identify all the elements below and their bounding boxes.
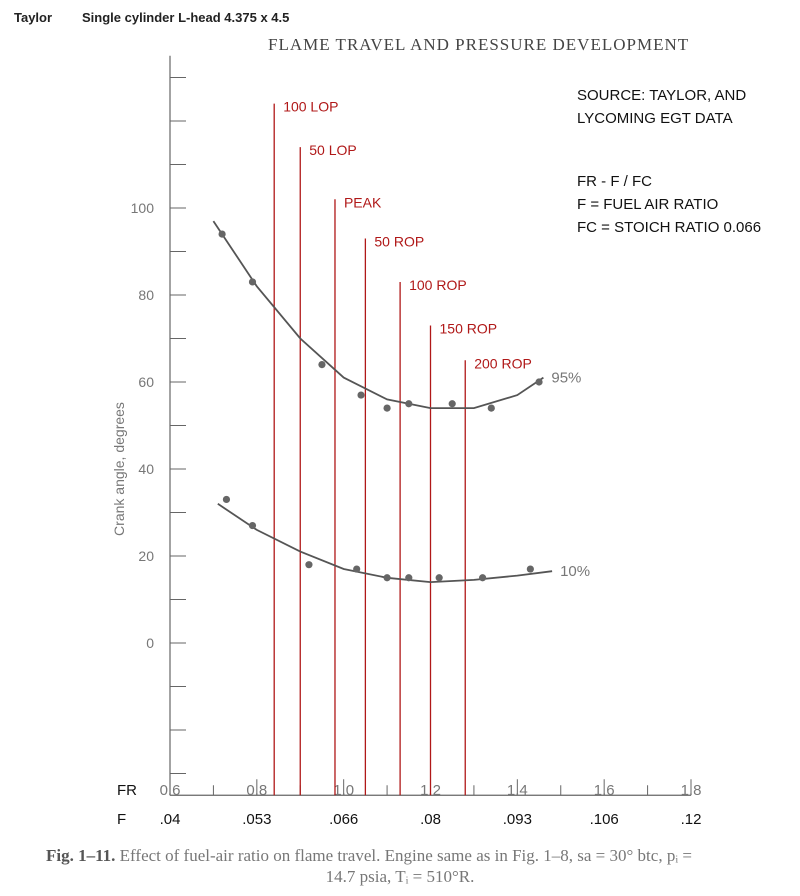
data-point — [383, 404, 391, 412]
data-point — [383, 574, 391, 582]
reference-line-label: 50 ROP — [374, 233, 424, 249]
x-row-label-fr: FR — [117, 782, 137, 799]
y-tick-label: 40 — [138, 461, 154, 477]
series-curve — [212, 220, 544, 409]
data-point — [448, 400, 456, 408]
x-tick-label-f: .12 — [681, 811, 702, 828]
header-author: Taylor — [14, 10, 53, 25]
series-curve — [217, 503, 553, 584]
x-tick-label-f: .106 — [590, 811, 619, 828]
chart-plot: 0 20 40 60 80 100 Crank angle, degrees FR 0.6 0.8… — [111, 55, 702, 828]
reference-line-label: 150 ROP — [440, 320, 498, 336]
series-label: 95% — [551, 370, 581, 387]
series-label: 10% — [560, 563, 590, 580]
definition-fr: FR - F / FC — [577, 173, 652, 190]
source-note-line1: SOURCE: TAYLOR, AND — [577, 87, 747, 104]
x-tick-label-f: .093 — [503, 811, 532, 828]
caption-text: Effect of fuel-air ratio on flame travel… — [115, 846, 692, 865]
reference-line-label: 50 LOP — [309, 142, 356, 158]
data-point — [479, 574, 487, 582]
data-point — [248, 521, 257, 530]
data-point — [248, 278, 257, 286]
definition-fc: FC = STOICH RATIO 0.066 — [577, 219, 762, 236]
y-tick-label: 80 — [138, 287, 154, 303]
x-tick-label-fr: 0.8 — [246, 782, 267, 799]
y-tick-label: 20 — [138, 548, 154, 564]
y-tick-label: 100 — [131, 200, 155, 216]
reference-line-label: PEAK — [344, 194, 382, 210]
y-tick-label: 0 — [146, 635, 154, 651]
data-point — [487, 404, 495, 412]
definition-f: F = FUEL AIR RATIO — [577, 196, 719, 213]
caption-line1: Fig. 1–11. Effect of fuel-air ratio on f… — [46, 846, 800, 866]
data-point — [405, 574, 413, 582]
reference-line-label: 100 LOP — [283, 99, 338, 115]
data-point — [535, 378, 543, 386]
x-tick-label-fr: 0.6 — [160, 782, 181, 799]
x-row-label-f: F — [117, 811, 126, 828]
caption-fig-label: Fig. 1–11. — [46, 846, 116, 865]
reference-line-label: 200 ROP — [474, 355, 532, 371]
x-tick-label-f: .08 — [420, 811, 441, 828]
data-point — [222, 495, 231, 504]
header-engine: Single cylinder L-head 4.375 x 4.5 — [82, 10, 290, 25]
data-point — [405, 400, 413, 408]
data-point — [218, 230, 226, 238]
chart-title: FLAME TRAVEL AND PRESSURE DEVELOPMENT — [268, 35, 690, 54]
x-tick-label-fr: 1.4 — [507, 782, 528, 799]
x-tick-label-f: .04 — [160, 811, 181, 828]
x-tick-label-fr: 1.6 — [594, 782, 615, 799]
data-point — [526, 565, 534, 573]
data-point — [305, 561, 313, 569]
data-point — [318, 361, 326, 369]
data-point — [357, 391, 365, 399]
source-note-line2: LYCOMING EGT DATA — [577, 110, 733, 127]
x-tick-label-fr: 1.8 — [681, 782, 702, 799]
x-tick-label-f: .066 — [329, 811, 358, 828]
x-tick-label-fr: 1.0 — [333, 782, 354, 799]
data-point — [435, 574, 443, 582]
reference-line-label: 100 ROP — [409, 277, 467, 293]
caption-line2: 14.7 psia, Tᵢ = 510°R. — [325, 867, 475, 886]
y-axis-label: Crank angle, degrees — [111, 402, 127, 536]
y-tick-label: 60 — [138, 374, 154, 390]
data-point — [353, 565, 361, 573]
x-tick-label-f: .053 — [242, 811, 271, 828]
